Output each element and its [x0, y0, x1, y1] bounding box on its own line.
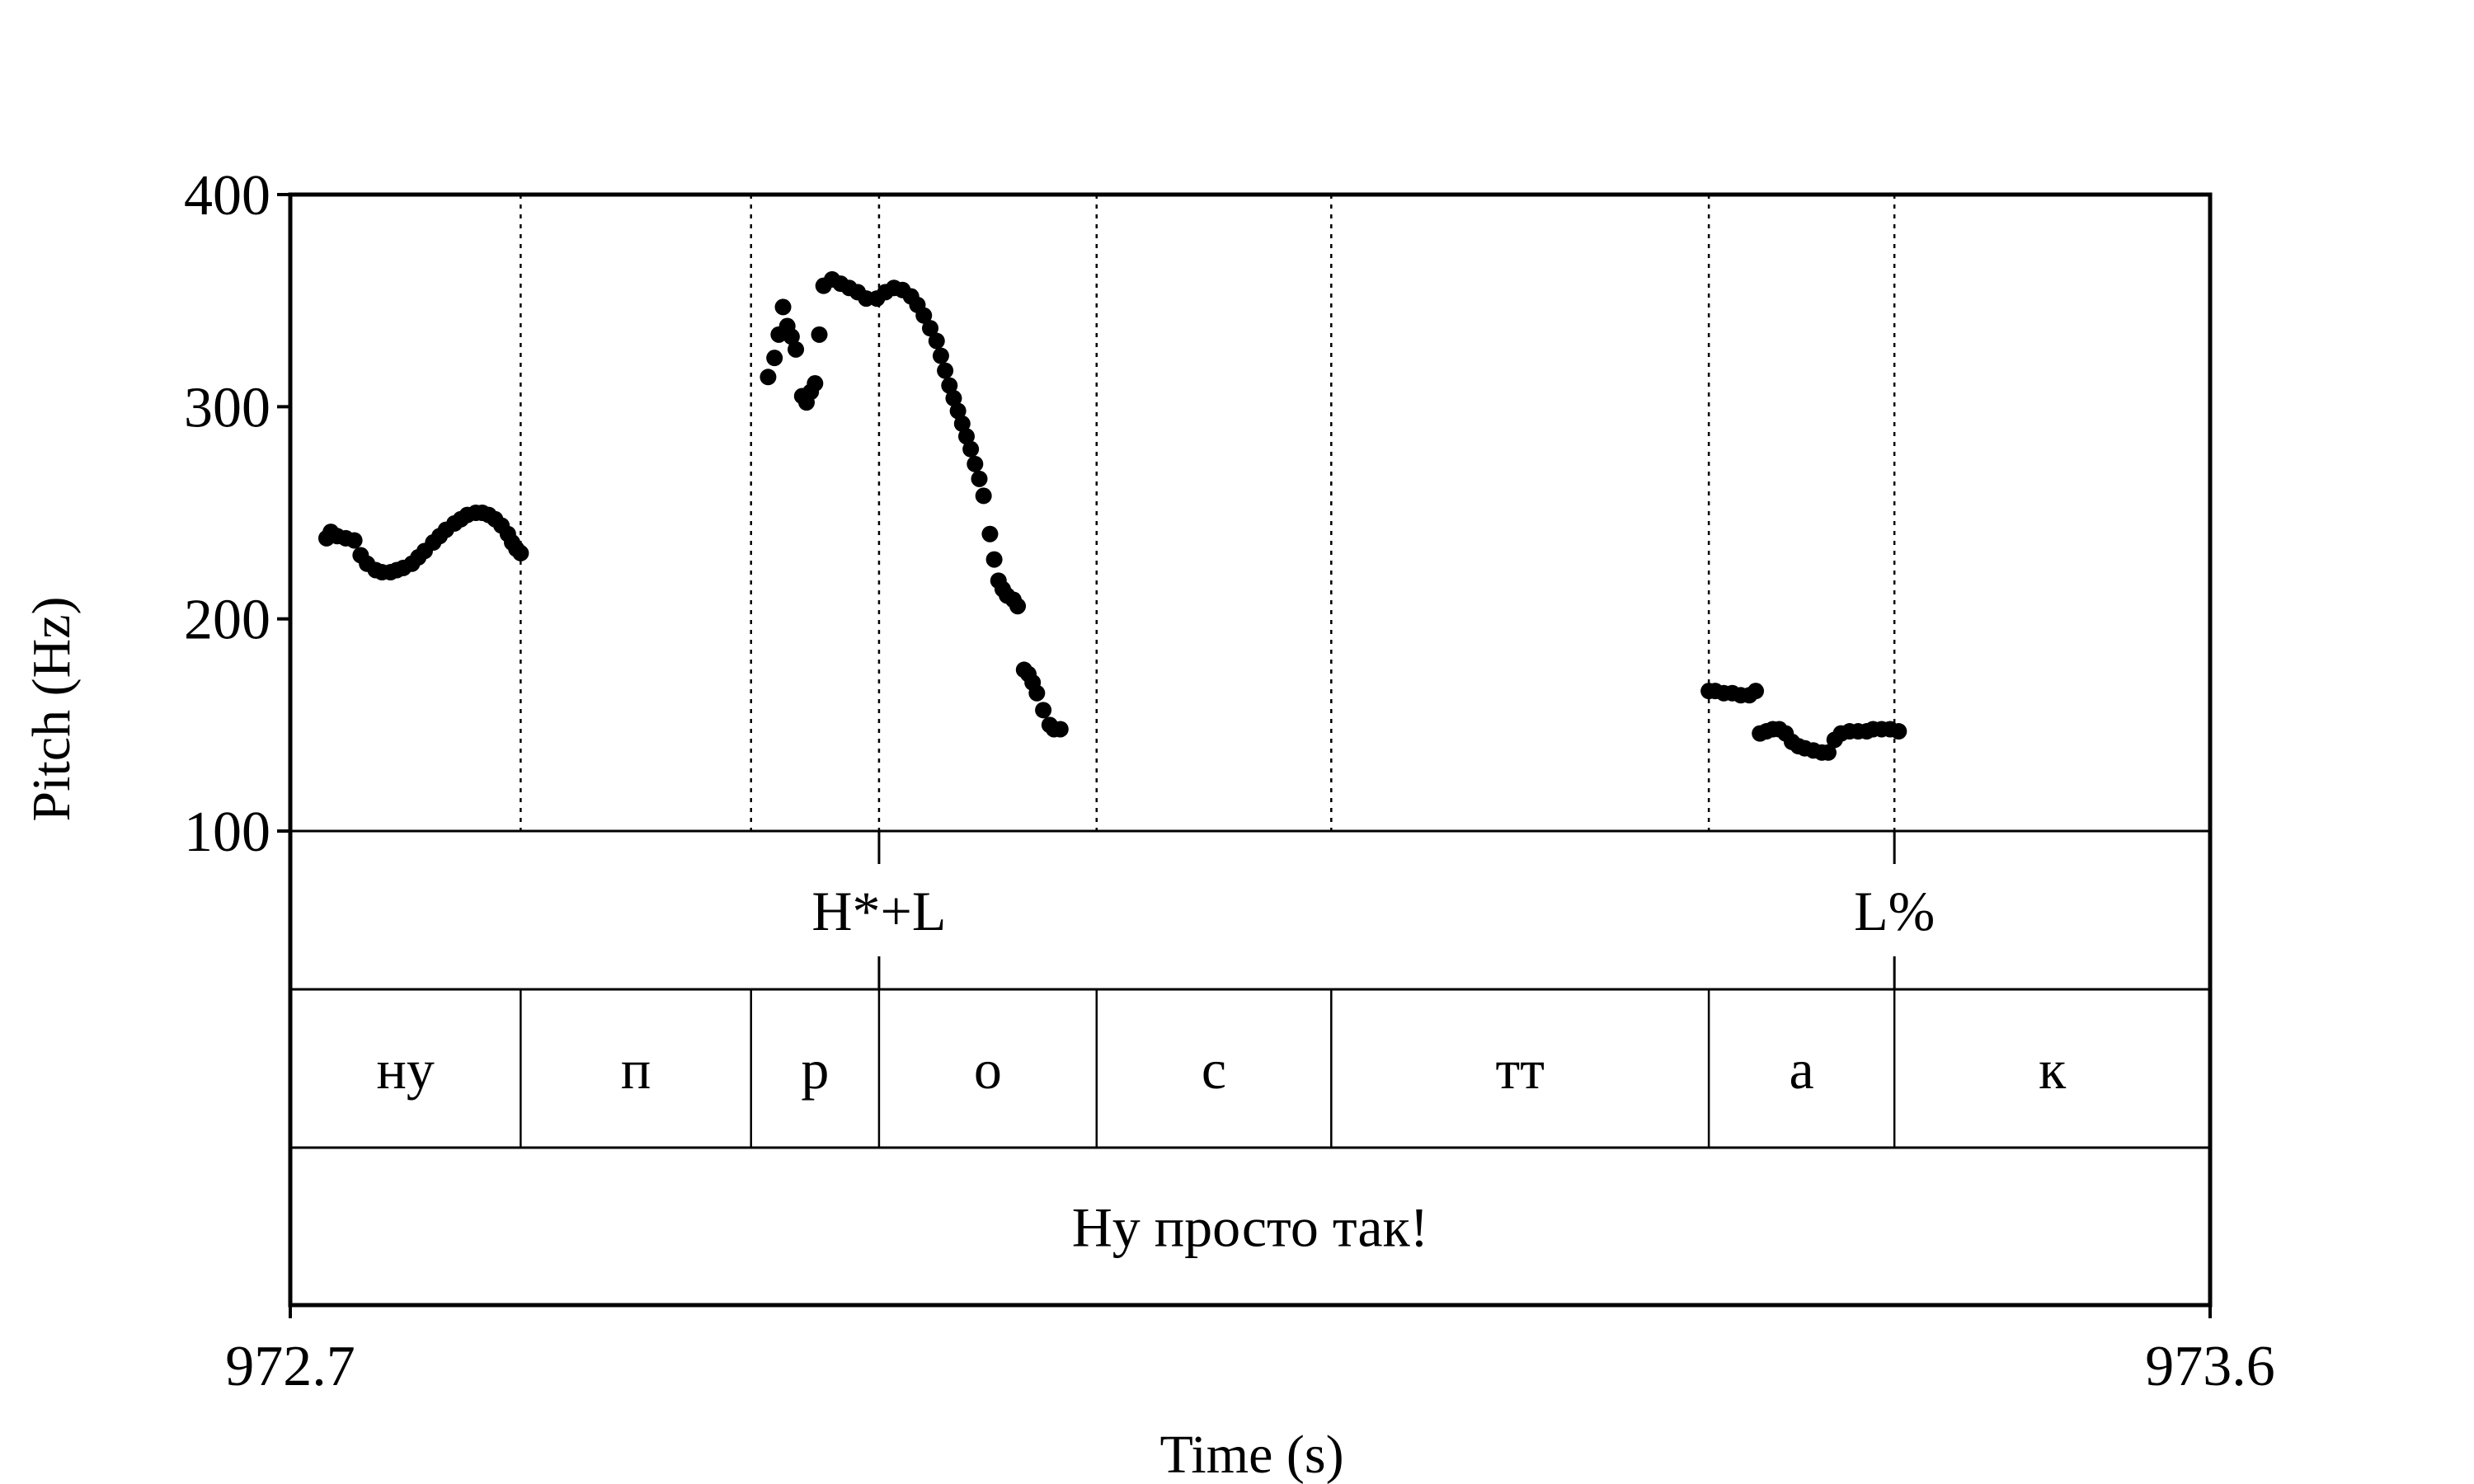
segment-label: п [621, 1038, 651, 1101]
segment-label: а [1790, 1038, 1814, 1101]
pitch-point [807, 375, 824, 392]
pitch-point [922, 320, 938, 337]
pitch-point [1747, 683, 1765, 700]
pitch-point [512, 544, 529, 561]
pitch-point [945, 390, 962, 407]
x-tick-label: 973.6 [2145, 1335, 2275, 1398]
segment-label: ну [376, 1038, 434, 1101]
y-axis-label: Pitch (Hz) [21, 596, 82, 821]
pitch-point [1890, 723, 1907, 740]
tier-labels: H*+L L% ну п р о с тт а к Ну просто так! [376, 831, 2067, 1259]
pitch-point [932, 347, 949, 364]
segment-label: о [974, 1038, 1002, 1101]
segment-label: тт [1495, 1038, 1544, 1101]
segment-label: с [1202, 1038, 1226, 1101]
pitch-point [915, 307, 933, 324]
pitch-point [1009, 598, 1027, 615]
pitch-point [1028, 684, 1046, 702]
pitch-point [760, 369, 777, 386]
pitch-point [811, 326, 828, 343]
pitch-point [788, 340, 805, 358]
intonation-label: L% [1854, 880, 1935, 942]
pitch-point [967, 455, 984, 472]
pitch-point [346, 532, 363, 549]
pitch-points [317, 270, 1907, 761]
y-axis-ticks: 100 200 300 400 [184, 164, 290, 864]
pitch-point [1035, 702, 1052, 719]
pitch-point [766, 350, 783, 367]
pitch-point [1819, 744, 1837, 761]
plot-frame [288, 192, 2213, 1308]
pitch-point [937, 362, 954, 379]
x-axis-label: Time (s) [1159, 1425, 1343, 1484]
x-tick-label: 972.7 [225, 1335, 355, 1398]
pitch-point [962, 440, 980, 458]
pitch-point [949, 402, 967, 420]
pitch-point [774, 298, 792, 316]
x-axis-ticks: 972.7 973.6 [225, 1305, 2275, 1398]
y-tick-label: 100 [184, 801, 270, 864]
pitch-point [985, 551, 1003, 568]
pitch-point [783, 328, 800, 345]
pitch-point [953, 415, 971, 432]
pitch-point [928, 332, 945, 350]
intonation-label: H*+L [811, 880, 946, 942]
y-tick-label: 200 [184, 589, 270, 652]
segment-label: к [2039, 1038, 2067, 1101]
pitch-point [975, 487, 992, 505]
segment-label: р [801, 1038, 829, 1101]
pitch-point [1051, 721, 1069, 738]
segment-boundary-lines [520, 195, 1896, 1148]
y-tick-label: 400 [184, 164, 270, 228]
pitch-point [957, 428, 975, 445]
utterance-label: Ну просто так! [1072, 1196, 1429, 1259]
y-tick-label: 300 [184, 376, 270, 439]
pitch-point [941, 377, 958, 394]
pitch-point [971, 470, 988, 487]
pitch-point [981, 525, 999, 542]
